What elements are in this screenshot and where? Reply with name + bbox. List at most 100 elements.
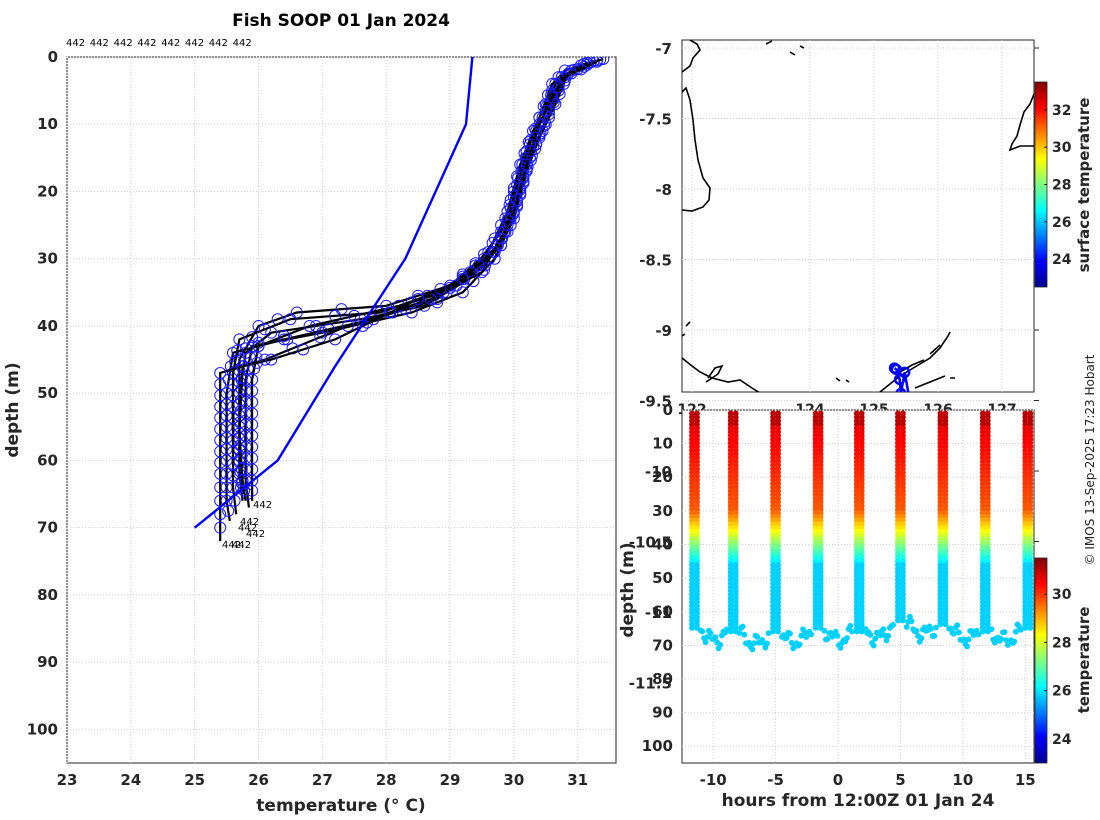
timeseries-point — [937, 621, 944, 628]
timeseries-point — [918, 635, 925, 642]
profile-x-label-text: temperature (° C) — [256, 796, 425, 816]
timeseries-colorbar-label: temperature — [1075, 607, 1093, 714]
timeseries-grid — [682, 409, 1034, 763]
platform-label: 442 — [66, 38, 85, 49]
profile-marker — [278, 333, 291, 346]
profile-x-tick-label: 23 — [57, 771, 78, 789]
profile-marker — [590, 57, 603, 68]
profile-marker — [246, 474, 259, 487]
timeseries-point — [877, 632, 883, 639]
timeseries-y-tick-label: 50 — [652, 569, 673, 587]
map-colorbar-tick-label: 30 — [1052, 140, 1072, 156]
map-panel: 122124125126127-7-7.5-8-8.5-9-9.5-10-10.… — [629, 39, 1093, 693]
profile-marker — [533, 118, 546, 131]
timeseries-point — [885, 632, 892, 639]
map-colorbar-label: surface temperature — [1075, 98, 1093, 273]
map-y-tick-label: -8.5 — [639, 252, 672, 270]
timeseries-point — [1027, 625, 1034, 631]
timeseries-point — [883, 637, 890, 644]
coastline-west — [682, 40, 711, 212]
profile-marker — [594, 57, 607, 66]
timeseries-point — [965, 636, 972, 643]
profile-curves — [193, 57, 610, 542]
coastlines — [682, 40, 1034, 392]
timeseries-point — [707, 630, 714, 636]
timeseries-point — [824, 636, 831, 642]
profile-marker — [517, 170, 530, 183]
profile-marker — [490, 239, 503, 252]
timeseries-x-tick-label: -5 — [767, 771, 784, 789]
timeseries-point — [739, 623, 746, 630]
timeseries-x-tick-label: 0 — [833, 771, 843, 789]
profile-marker — [574, 63, 587, 76]
profile-x-tick-label: 28 — [376, 771, 397, 789]
timeseries-ticks: -10 -5 0 5 10 15 0 10 20 30 40 50 60 70 80 90 100 — [642, 401, 1036, 789]
timeseries-colorbar-tick-label: 28 — [1052, 635, 1071, 651]
profile-y-tick-label: 10 — [37, 115, 58, 133]
timeseries-y-tick-label: 0 — [663, 401, 673, 419]
profile-marker — [234, 439, 247, 452]
profile-marker — [234, 451, 247, 464]
profile-marker — [226, 469, 239, 482]
profile-marker — [214, 508, 227, 521]
profile-marker — [329, 333, 342, 346]
profile-marker — [235, 462, 248, 475]
profile-marker — [524, 145, 537, 158]
timeseries-point — [834, 632, 841, 639]
timeseries-colorbar-tick-label: 24 — [1052, 732, 1072, 748]
map-colorbar-tick-label: 24 — [1052, 252, 1072, 268]
platform-label: 442 — [114, 38, 133, 49]
profile-y-tick-label: 70 — [37, 519, 58, 537]
timeseries-point — [702, 639, 709, 646]
profile-marker — [507, 205, 520, 218]
profile-curve-8 — [238, 60, 598, 501]
map-y-tick-label: -9 — [655, 322, 672, 340]
timeseries-point — [783, 634, 790, 641]
profile-x-tick-label: 26 — [248, 771, 269, 789]
profile-y-tick-label: 30 — [37, 250, 58, 268]
profile-y-tick-label: 0 — [48, 48, 58, 66]
map-plot-area — [681, 39, 1035, 393]
coastline-southwest — [682, 357, 760, 392]
map-colorbar-tick-label: 26 — [1052, 215, 1071, 231]
timeseries-point — [984, 628, 991, 635]
credit-text: © IMOS 13-Sep-2025 17:23 Hobart — [1083, 354, 1097, 565]
profile-y-tick-label: 40 — [37, 317, 58, 335]
platform-label: 442 — [222, 540, 241, 551]
profile-x-tick-label: 29 — [440, 771, 461, 789]
timeseries-x-tick-label: -10 — [700, 771, 727, 789]
timeseries-point — [853, 628, 860, 635]
platform-label: 442 — [137, 38, 156, 49]
timeseries-point — [770, 628, 776, 635]
timeseries-point — [960, 636, 967, 643]
map-y-tick-label: -7.5 — [639, 111, 672, 129]
timeseries-point — [1011, 638, 1018, 645]
profile-marker — [546, 91, 559, 104]
timeseries-point — [787, 630, 793, 637]
profile-marker — [511, 193, 524, 206]
profile-y-tick-label: 100 — [27, 720, 58, 738]
profile-marker — [450, 279, 463, 292]
ship-track — [888, 362, 911, 392]
timeseries-colorbar: 24 26 28 30 temperature — [1034, 557, 1093, 764]
timeseries-colorbar-tick-label: 30 — [1052, 587, 1072, 603]
profile-marker — [501, 219, 514, 232]
map-y-tick-label: -9.5 — [639, 393, 672, 411]
timeseries-point — [895, 617, 901, 624]
timeseries-point — [817, 625, 824, 631]
profile-marker — [529, 131, 542, 144]
timeseries-y-tick-label: 90 — [652, 704, 673, 722]
profile-panel: 23 24 25 26 27 28 29 30 31 0 10 20 30 40 50 60 70 80 90 100… — [3, 11, 617, 816]
map-colorbar-tick-label: 28 — [1052, 178, 1071, 194]
platform-label: 442 — [209, 38, 228, 49]
profile-curve-4 — [225, 62, 585, 522]
profile-marker — [224, 360, 237, 373]
platform-label: 442 — [238, 523, 257, 534]
climatology-line — [193, 57, 474, 529]
profile-marker — [214, 467, 227, 480]
timeseries-point — [900, 617, 906, 624]
profile-y-tick-label: 80 — [37, 586, 58, 604]
profile-marker — [504, 202, 517, 215]
ship-position-marker — [893, 373, 906, 386]
